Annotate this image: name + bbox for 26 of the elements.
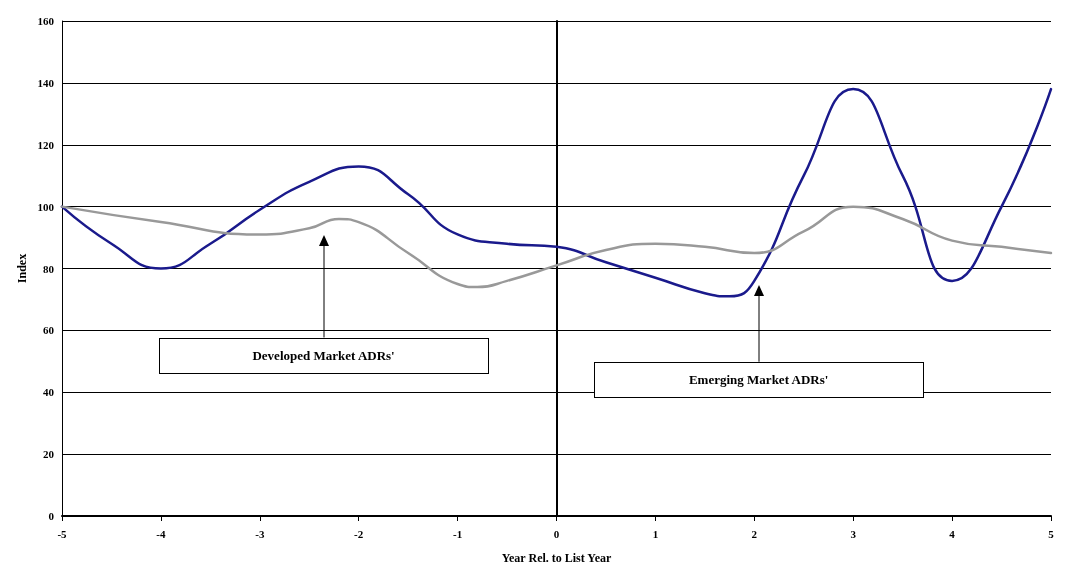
y-tick-label: 0 <box>48 510 55 522</box>
x-tick-label: -1 <box>453 527 463 540</box>
y-tick-label: 20 <box>43 448 55 461</box>
y-tick-label: 160 <box>37 15 55 27</box>
label-box: Developed Market ADRs' <box>158 337 489 374</box>
x-tick-label: -3 <box>255 527 265 540</box>
y-axis-title: Index <box>15 253 29 284</box>
y-tick-label: 60 <box>43 324 55 337</box>
x-tick-label: 3 <box>850 527 857 540</box>
line-series <box>60 87 1053 298</box>
x-tick-label: -4 <box>156 527 166 540</box>
label-box: Emerging Market ADRs' <box>593 361 924 398</box>
x-tick-label: 1 <box>652 527 659 540</box>
y-tick-label: 40 <box>43 386 55 399</box>
x-axis-title: Year Rel. to List Year <box>501 551 612 565</box>
y-tick-label: 120 <box>37 138 55 151</box>
x-tick-label: 5 <box>1048 527 1055 540</box>
x-tick-label: 2 <box>751 527 758 540</box>
x-tick-label: 4 <box>949 527 956 540</box>
x-tick-label: -2 <box>354 527 364 540</box>
y-tick-label: 140 <box>37 76 55 89</box>
y-tick-label: 100 <box>37 200 55 213</box>
y-tick-label: 80 <box>43 262 55 275</box>
x-tick-label: 0 <box>553 527 560 540</box>
line-series <box>60 205 1053 289</box>
x-tick-label: -5 <box>57 527 68 540</box>
